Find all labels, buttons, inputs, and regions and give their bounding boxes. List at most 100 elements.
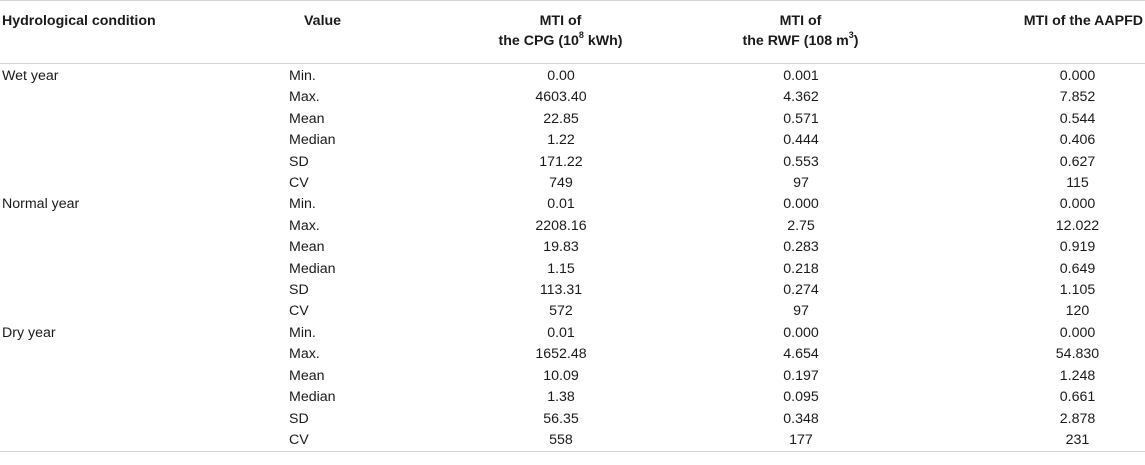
cell-mti-rwf: 0.283	[783, 239, 819, 256]
cell-mti-cpg: 558	[436, 429, 672, 453]
cell-mti-rwf: 0.348	[783, 410, 819, 427]
cell-value-statistic: Mean	[289, 110, 325, 127]
cell-hydrological-condition	[0, 87, 286, 108]
table-row: Mean 19.83 0.283 0.919	[0, 237, 1145, 258]
cell-mti-cpg: 171.22	[539, 153, 583, 170]
cell-value-statistic: SD	[289, 410, 309, 427]
cell-mti-cpg: 19.83	[543, 239, 579, 256]
cell-mti-aapfd: 0.406	[1059, 132, 1096, 149]
header-mti-cpg-line1: MTI of	[539, 13, 582, 29]
cell-value-statistic: Max.	[289, 346, 320, 363]
cell-value-statistic: CV	[289, 303, 309, 320]
cell-mti-rwf: 2.75	[787, 217, 815, 234]
cell-value-statistic: Min.	[289, 324, 316, 341]
table-row: CV 558 177 231	[0, 429, 1145, 453]
cell-mti-cpg: 22.85	[543, 110, 579, 127]
cell-hydrological-condition	[0, 173, 286, 194]
cell-mti-rwf: 97	[793, 303, 809, 320]
table-row: Dry year Min. 0.01 0.000 0.000	[0, 323, 1145, 344]
cell-hydrological-condition	[0, 216, 286, 237]
cell-mti-aapfd: 1.248	[1059, 367, 1096, 384]
header-mti-rwf-line2-pre: the RWF (108 m	[742, 33, 849, 49]
cell-mti-cpg: 1.38	[547, 389, 575, 406]
cell-value-statistic: Median	[289, 260, 336, 277]
cell-value-statistic: Max.	[289, 89, 320, 106]
cell-hydrological-condition	[0, 152, 286, 173]
table-row: Mean 10.09 0.197 1.248	[0, 366, 1145, 387]
cell-value-statistic: Mean	[289, 239, 325, 256]
table-row: SD 171.22 0.553 0.627	[0, 152, 1145, 173]
cell-mti-aapfd: 12.022	[1055, 217, 1100, 234]
cell-mti-rwf: 0.218	[783, 260, 819, 277]
cell-hydrological-condition	[0, 237, 286, 258]
table-row: Normal year Min. 0.01 0.000 0.000	[0, 194, 1145, 215]
table-row: SD 56.35 0.348 2.878	[0, 409, 1145, 430]
table-row: CV 749 97 115	[0, 173, 1145, 194]
cell-mti-aapfd: 0.000	[1059, 196, 1096, 213]
cell-value-statistic: Min.	[289, 68, 316, 84]
cell-mti-rwf: 0.571	[783, 110, 819, 127]
table-header: Hydrological condition Value MTI of the …	[0, 0, 1145, 64]
cell-mti-aapfd: 0.627	[1059, 153, 1096, 170]
cell-mti-rwf: 177	[672, 429, 920, 453]
cell-mti-rwf: 0.553	[783, 153, 819, 170]
cell-value-statistic: SD	[289, 153, 309, 170]
cell-mti-aapfd: 0.661	[1059, 389, 1096, 406]
cell-mti-cpg: 572	[549, 303, 573, 320]
cell-mti-cpg: 2208.16	[535, 217, 587, 234]
cell-mti-cpg: 56.35	[543, 410, 579, 427]
table-row: Median 1.15 0.218 0.649	[0, 259, 1145, 280]
cell-mti-aapfd: 120	[1065, 303, 1090, 320]
cell-value-statistic: SD	[289, 282, 309, 299]
cell-hydrological-condition: Normal year	[2, 196, 80, 213]
cell-mti-rwf: 0.095	[783, 389, 819, 406]
header-mti-rwf: MTI of the RWF (108 m3)	[672, 0, 920, 64]
cell-mti-aapfd: 231	[920, 429, 1145, 453]
cell-mti-cpg: 749	[549, 175, 573, 192]
cell-hydrological-condition	[0, 280, 286, 301]
table-row: Wet year Min. 0.00 0.001 0.000	[0, 64, 1145, 88]
cell-hydrological-condition	[0, 387, 286, 408]
header-mti-rwf-exponent: 3	[848, 30, 854, 41]
table-row: Median 1.22 0.444 0.406	[0, 130, 1145, 151]
cell-hydrological-condition: Dry year	[2, 324, 56, 341]
cell-mti-rwf: 0.000	[783, 196, 819, 213]
cell-value-statistic: Median	[289, 389, 336, 406]
cell-mti-rwf: 0.197	[783, 367, 819, 384]
cell-mti-rwf: 0.000	[783, 324, 819, 341]
cell-hydrological-condition	[0, 301, 286, 322]
header-hydrological-condition: Hydrological condition	[0, 0, 286, 64]
cell-mti-aapfd: 0.649	[1059, 260, 1096, 277]
table-row: CV 572 97 120	[0, 301, 1145, 322]
cell-mti-aapfd: 1.105	[1059, 282, 1096, 299]
table-row: Mean 22.85 0.571 0.544	[0, 109, 1145, 130]
cell-mti-rwf: 4.362	[783, 89, 819, 106]
cell-mti-aapfd: 115	[1066, 175, 1089, 192]
cell-mti-aapfd: 7.852	[1059, 89, 1096, 106]
cell-value-statistic: Min.	[289, 196, 316, 213]
header-value: Value	[286, 0, 436, 64]
header-mti-aapfd: MTI of the AAPFD	[920, 0, 1145, 64]
cell-mti-aapfd: 0.544	[1059, 110, 1096, 127]
cell-hydrological-condition: Wet year	[2, 68, 59, 84]
cell-mti-aapfd: 0.919	[1059, 239, 1096, 256]
header-mti-cpg-line2-post: kWh)	[583, 33, 623, 49]
table-row: SD 113.31 0.274 1.105	[0, 280, 1145, 301]
header-mti-cpg: MTI of the CPG (108 kWh)	[436, 0, 672, 64]
cell-mti-cpg: 1.22	[547, 132, 575, 149]
cell-mti-cpg: 0.01	[547, 196, 575, 213]
cell-mti-cpg: 1.15	[547, 260, 575, 277]
header-mti-rwf-line1: MTI of	[779, 13, 822, 29]
cell-hydrological-condition	[0, 130, 286, 151]
cell-mti-cpg: 0.01	[547, 324, 575, 341]
cell-hydrological-condition	[0, 429, 286, 453]
statistics-table: Hydrological condition Value MTI of the …	[0, 0, 1145, 453]
header-mti-cpg-line2-pre: the CPG (10	[498, 33, 579, 49]
cell-mti-cpg: 0.00	[547, 68, 575, 84]
cell-mti-aapfd: 54.830	[1055, 346, 1100, 363]
table-row: Max. 1652.48 4.654 54.830	[0, 344, 1145, 365]
header-mti-cpg-exponent: 8	[578, 30, 584, 41]
cell-value-statistic: CV	[289, 175, 309, 192]
table-row: Median 1.38 0.095 0.661	[0, 387, 1145, 408]
cell-mti-rwf: 4.654	[783, 346, 819, 363]
